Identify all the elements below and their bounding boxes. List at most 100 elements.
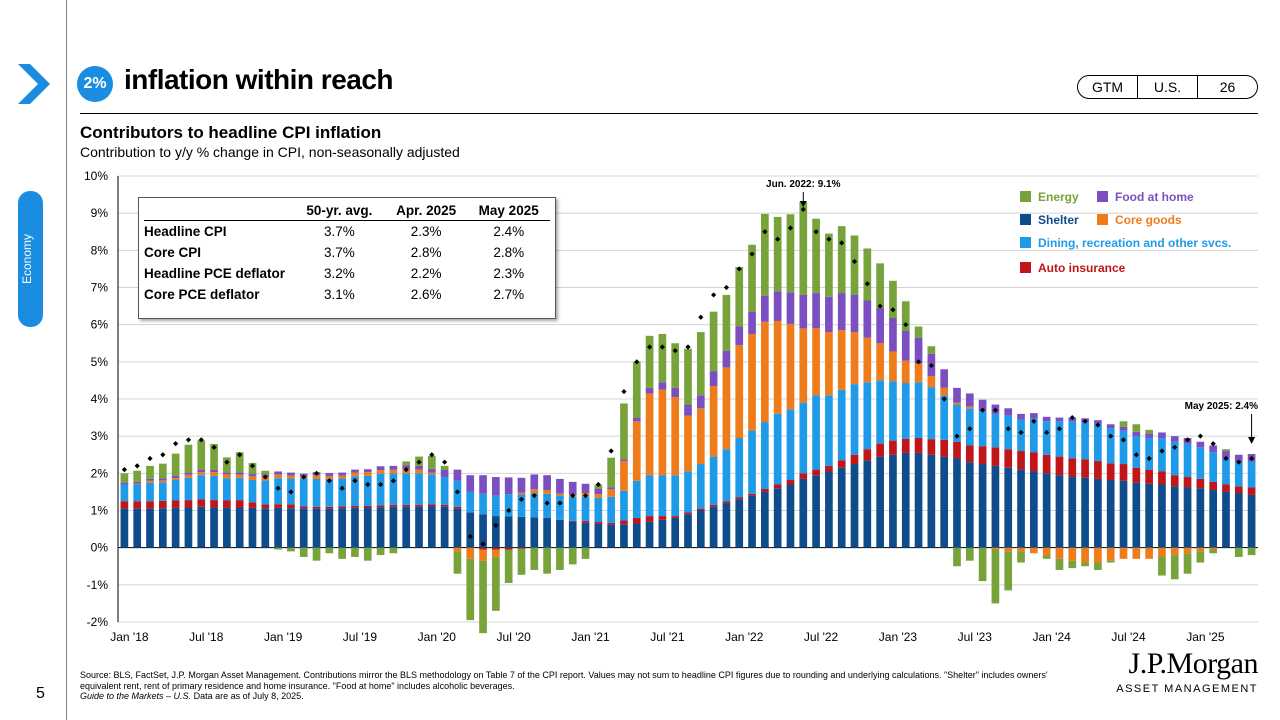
bar-segment <box>338 506 346 509</box>
headline-cpi-marker <box>1108 433 1114 439</box>
bar-segment <box>492 516 500 548</box>
bar-segment <box>325 472 334 476</box>
bar-segment <box>376 469 385 474</box>
chevron-right-icon[interactable] <box>14 62 54 106</box>
bar-segment <box>158 482 167 501</box>
bar-segment <box>863 300 872 338</box>
bar-segment <box>351 506 359 508</box>
bar-segment <box>1004 415 1013 450</box>
bar-segment <box>158 508 167 548</box>
headline-cpi-marker <box>160 452 166 458</box>
headline-cpi-marker <box>582 493 589 499</box>
bar-segment <box>568 520 577 522</box>
bar-segment <box>1094 547 1102 563</box>
bar-segment <box>325 547 334 554</box>
nav-pill-us[interactable]: U.S. <box>1137 76 1197 98</box>
legend-swatch <box>1020 191 1031 202</box>
bar-segment <box>1068 421 1077 459</box>
bar-segment <box>479 475 487 494</box>
bar-segment <box>1081 562 1089 567</box>
headline-cpi-marker <box>185 437 192 443</box>
bar-segment <box>978 464 987 548</box>
bar-segment <box>466 547 475 559</box>
bar-segment <box>1030 413 1038 419</box>
bar-segment <box>953 458 961 548</box>
nav-pill-page[interactable]: 26 <box>1197 76 1257 98</box>
bar-segment <box>274 507 282 548</box>
bar-segment <box>722 367 731 450</box>
bar-segment <box>146 501 154 509</box>
headline-cpi-marker <box>787 225 794 231</box>
headline-cpi-marker <box>237 452 243 458</box>
asof-text: Data are as of July 8, 2025. <box>191 691 304 701</box>
bar-segment <box>684 404 692 416</box>
bar-segment <box>632 421 641 481</box>
bar-segment <box>889 454 897 548</box>
page-title: inflation within reach <box>124 64 394 95</box>
bar-segment <box>645 335 654 388</box>
bar-segment <box>837 460 846 468</box>
bar-segment <box>351 472 359 477</box>
headline-cpi-marker <box>736 266 742 272</box>
headline-cpi-marker <box>1248 455 1255 462</box>
bar-segment <box>812 395 820 470</box>
bar-segment <box>261 504 270 509</box>
bar-segment <box>594 494 603 498</box>
bar-segment <box>722 449 731 502</box>
bar-segment <box>684 514 692 548</box>
bar-segment <box>517 516 526 548</box>
bar-segment <box>709 385 718 457</box>
bar-segment <box>812 218 820 294</box>
annotation-peak: Jun. 2022: 9.1% <box>766 179 841 190</box>
bar-segment <box>696 464 705 509</box>
bar-segment <box>517 547 526 549</box>
x-tick-label: Jul '19 <box>343 630 378 644</box>
x-tick-label: Jan '20 <box>418 630 457 644</box>
headline-cpi-marker <box>723 284 730 291</box>
headline-cpi-marker <box>762 229 768 235</box>
headline-cpi-marker <box>646 344 653 350</box>
bar-segment <box>543 475 551 491</box>
section-tab-economy[interactable] <box>18 191 43 327</box>
bar-segment <box>363 475 372 506</box>
annotation-latest: May 2025: 2.4% <box>1185 401 1258 412</box>
bar-segment <box>1055 547 1064 559</box>
bar-segment <box>735 326 744 346</box>
bar-segment <box>1055 456 1064 476</box>
y-tick-label: 9% <box>91 206 109 220</box>
bar-segment <box>530 474 539 490</box>
headline-cpi-marker <box>249 463 256 469</box>
headline-cpi-marker <box>1056 426 1063 432</box>
bar-segment <box>696 510 705 548</box>
bar-segment <box>427 504 436 507</box>
table-row: Headline PCE deflator 3.2% 2.2% 2.3% <box>144 263 550 284</box>
bar-segment <box>1119 547 1128 559</box>
bar-segment <box>556 547 564 570</box>
bar-segment <box>376 547 385 556</box>
bar-segment <box>620 524 628 548</box>
bar-segment <box>581 496 590 521</box>
bar-segment <box>1247 461 1256 488</box>
headline-cpi-marker <box>275 485 281 491</box>
bar-segment <box>1017 469 1025 548</box>
bar-segment <box>427 468 436 473</box>
bar-segment <box>299 506 308 509</box>
x-tick-label: Jan '24 <box>1032 630 1071 644</box>
bar-segment <box>991 465 1000 548</box>
annotation-arrowhead <box>799 201 807 207</box>
bar-segment <box>709 456 718 505</box>
bar-segment <box>504 516 513 548</box>
bar-segment <box>1222 449 1230 452</box>
bar-segment <box>1017 547 1025 552</box>
bar-segment <box>402 465 411 469</box>
bar-segment <box>517 494 526 517</box>
nav-pill-gtm[interactable]: GTM <box>1091 79 1124 95</box>
bar-segment <box>837 467 846 548</box>
bar-segment <box>722 501 731 504</box>
bar-segment <box>1183 487 1192 548</box>
bar-segment <box>363 547 372 561</box>
bar-segment <box>556 478 564 494</box>
bar-segment <box>1158 438 1166 472</box>
bar-segment <box>1106 427 1115 464</box>
headline-cpi-marker <box>890 307 896 313</box>
